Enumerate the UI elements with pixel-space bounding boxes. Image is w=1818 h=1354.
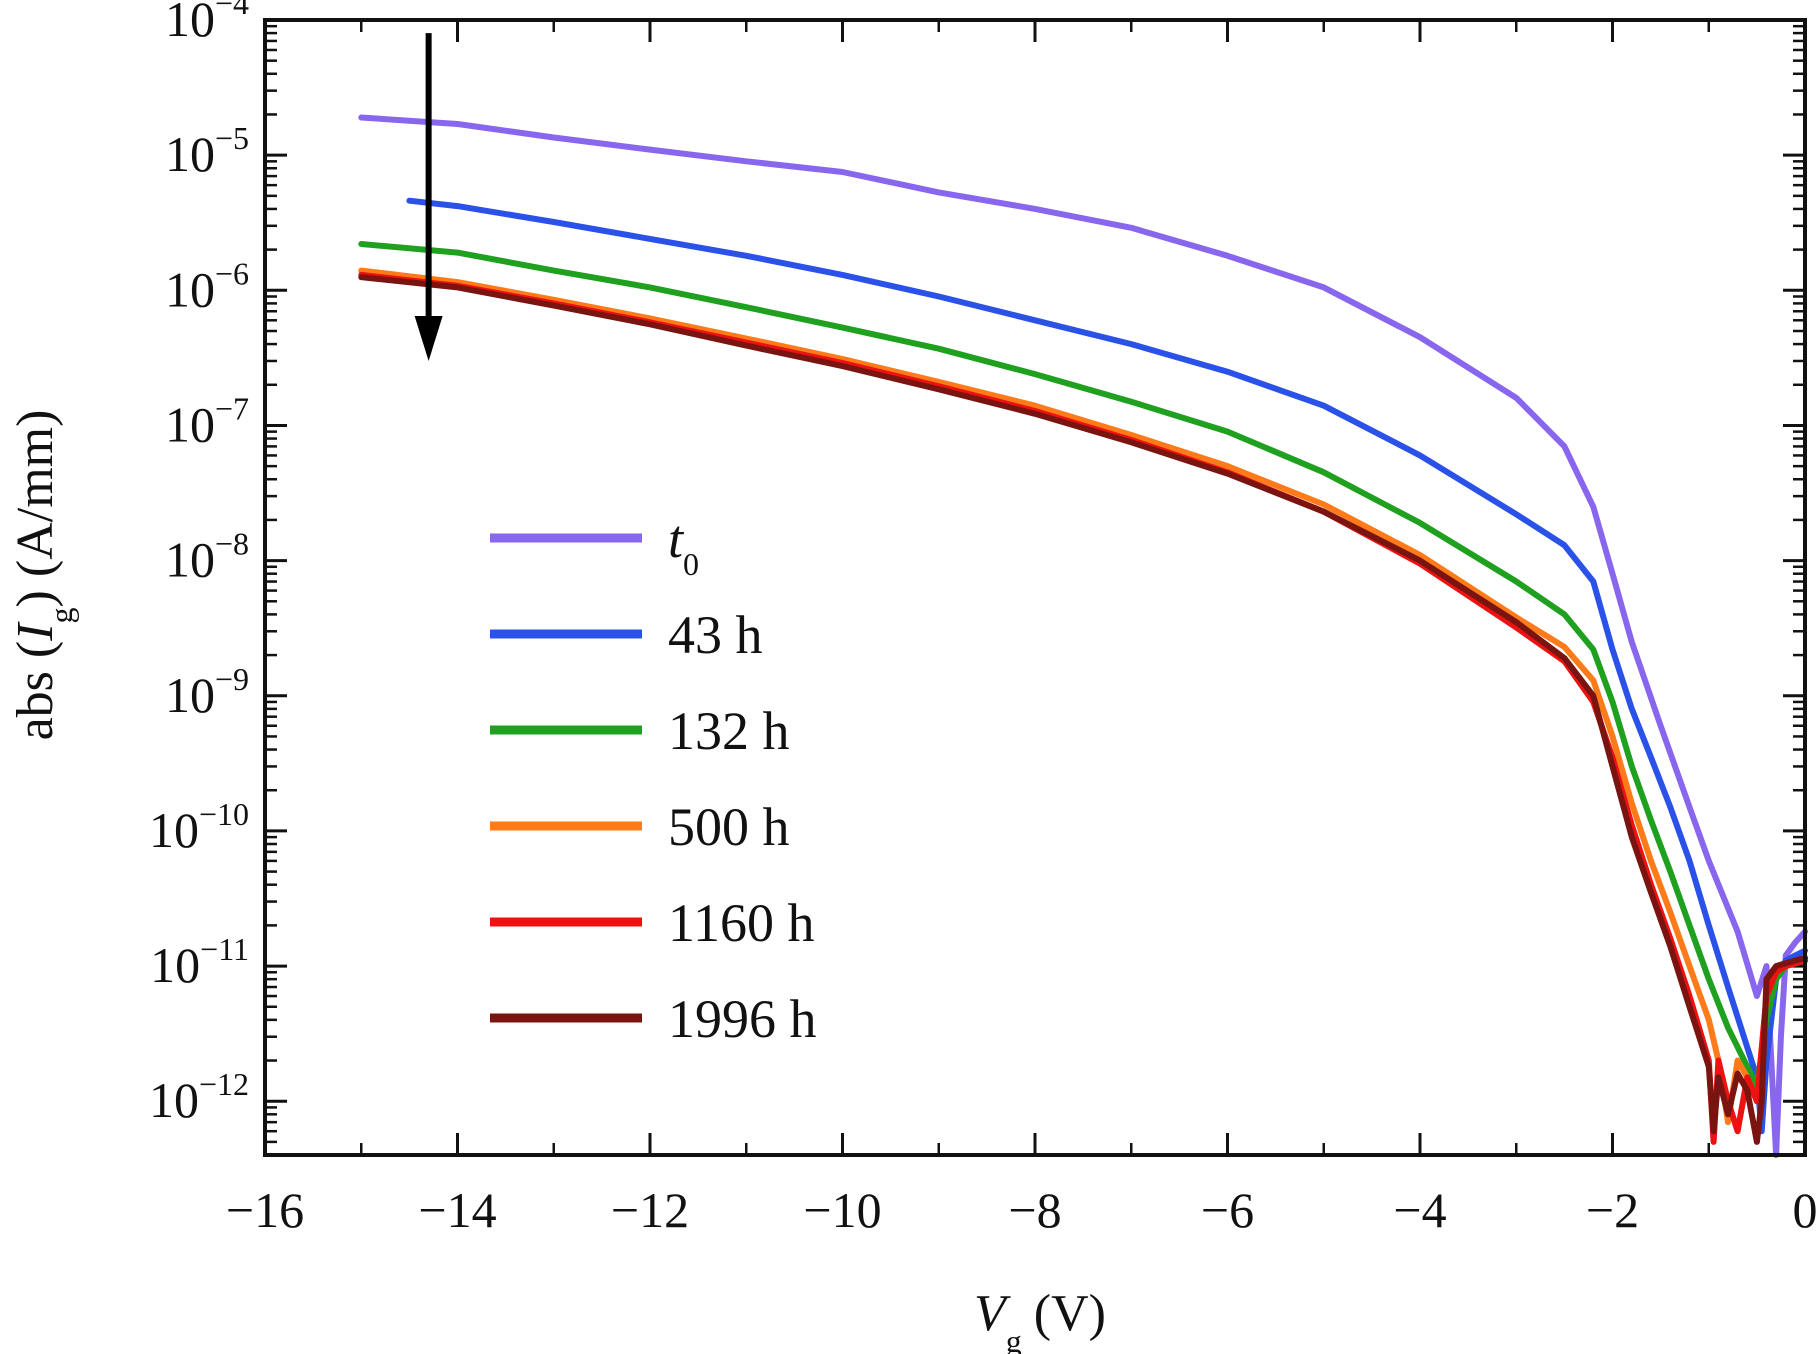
series-line-4 — [358, 271, 1808, 1145]
legend-label-2: 132 h — [668, 701, 790, 761]
plot-frame — [263, 18, 1807, 1157]
x-tick-label: −2 — [1586, 1182, 1639, 1238]
y-tick-label: 10−11 — [150, 931, 249, 993]
tick-marks — [263, 18, 1807, 1157]
x-tick-label: −12 — [611, 1182, 689, 1238]
series-line-1 — [406, 197, 1808, 1135]
x-tick-label: 0 — [1793, 1182, 1818, 1238]
legend: t0 43 h 132 h 500 h 1160 h 1996 h — [490, 509, 817, 1049]
x-tick-label: −4 — [1393, 1182, 1446, 1238]
y-tick-label: 10−8 — [165, 526, 249, 588]
y-tick-label: 10−7 — [165, 390, 249, 452]
x-tick-label: −8 — [1008, 1182, 1061, 1238]
series-line-2 — [358, 241, 1808, 1089]
x-tick-labels: −16 −14 −12 −10 −8 −6 −4 −2 0 — [226, 1182, 1818, 1238]
legend-label-1: 43 h — [668, 605, 763, 665]
x-axis-label: Vg (V) — [974, 1285, 1106, 1354]
y-axis-subscript: g — [43, 607, 79, 623]
y-axis-prefix: abs ( — [7, 641, 64, 741]
legend-label-5: 1996 h — [668, 989, 817, 1049]
x-axis-subscript: g — [1006, 1323, 1022, 1354]
legend-label-0: t0 — [668, 509, 699, 582]
y-axis-suffix: ) (A/mm) — [7, 410, 64, 608]
y-tick-label: 10−12 — [149, 1066, 249, 1128]
series-line-0 — [358, 114, 1808, 1158]
x-tick-label: −16 — [226, 1182, 304, 1238]
x-tick-label: −10 — [803, 1182, 881, 1238]
series-line-5 — [358, 274, 1808, 1145]
y-tick-label: 10−6 — [165, 255, 249, 317]
x-tick-label: −6 — [1201, 1182, 1254, 1238]
y-tick-label: 10−10 — [149, 796, 249, 858]
y-tick-label: 10−9 — [165, 661, 249, 723]
y-axis-label: abs (Ig) (A/mm) — [7, 410, 79, 741]
x-tick-label: −14 — [418, 1182, 496, 1238]
legend-label-3: 500 h — [668, 797, 790, 857]
x-axis-symbol: V — [974, 1285, 1011, 1342]
trend-arrow — [414, 33, 443, 361]
y-tick-labels: 10−4 10−5 10−6 10−7 10−8 10−9 10−10 10−11 10−12 — [149, 0, 249, 1128]
y-tick-label: 10−4 — [165, 0, 249, 47]
legend-label-4: 1160 h — [668, 893, 815, 953]
x-axis-unit: (V) — [1034, 1285, 1106, 1342]
series-lines — [358, 114, 1808, 1158]
y-tick-label: 10−5 — [165, 120, 249, 182]
y-axis-symbol: I — [7, 621, 64, 642]
arrow-head — [414, 315, 443, 361]
